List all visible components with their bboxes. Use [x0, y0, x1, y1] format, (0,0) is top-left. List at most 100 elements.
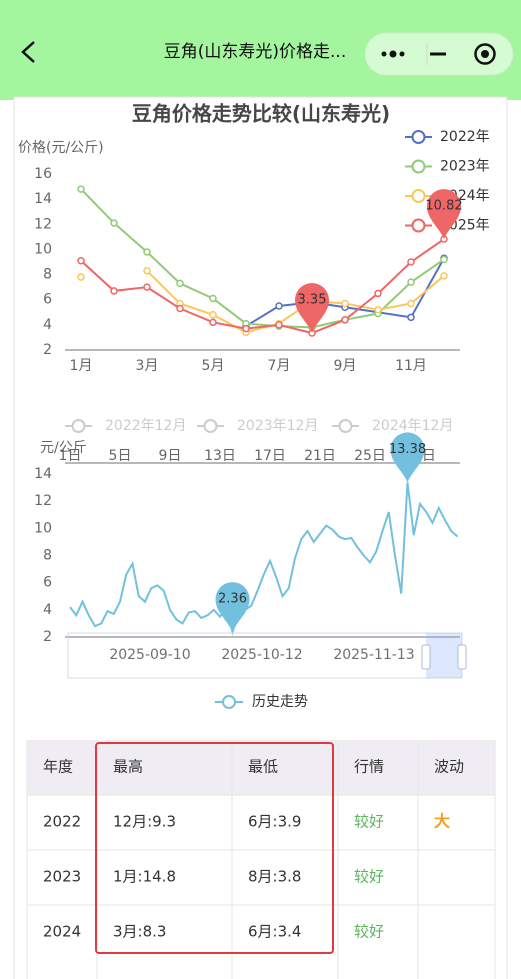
point	[176, 304, 184, 313]
legend-label: 2023年12月	[237, 418, 318, 434]
table-cell: 1月:14.8	[113, 868, 176, 886]
table-header	[27, 740, 495, 795]
table-header-cell: 最高	[113, 758, 143, 776]
mark-point-label: 13.38	[389, 442, 426, 457]
point	[407, 313, 415, 322]
legend-label: 历史走势	[252, 694, 308, 710]
x-tick-label: 25日	[354, 448, 386, 464]
table-cell: 较好	[354, 868, 384, 886]
legend-icon	[222, 695, 236, 709]
table-header-cell: 行情	[354, 758, 384, 776]
point	[209, 318, 217, 327]
point	[440, 272, 448, 280]
point	[143, 267, 151, 275]
x-tick-label: 7月	[268, 358, 291, 374]
table-cell: 6月:3.4	[248, 923, 301, 941]
x-tick-label: 17日	[254, 448, 286, 464]
mark-point-label: 10.82	[425, 199, 462, 214]
legend-label: 2022年	[440, 129, 490, 145]
legend-icon	[411, 130, 426, 144]
point	[275, 321, 283, 329]
y-tick-label: 14	[34, 191, 52, 207]
table-header-cell: 年度	[43, 758, 73, 776]
y-axis-label: 价格(元/公斤)	[18, 140, 104, 156]
series-line	[80, 238, 445, 335]
table-cell: 3月:8.3	[113, 923, 166, 941]
point	[143, 283, 151, 291]
legend-icon	[411, 218, 426, 233]
point	[209, 311, 217, 319]
table-cell: 12月:9.3	[113, 813, 176, 831]
point	[176, 279, 184, 288]
point	[77, 185, 85, 193]
point	[374, 289, 382, 298]
point	[341, 299, 349, 308]
mark-point	[215, 582, 250, 633]
table-cell: 8月:3.8	[248, 868, 301, 886]
legend-icon	[411, 189, 426, 203]
mark-point	[427, 189, 461, 240]
point	[440, 255, 448, 264]
point	[77, 256, 85, 265]
point	[341, 316, 349, 324]
table-cell: 大	[434, 812, 450, 831]
x-tick-label: 3月	[136, 358, 159, 374]
table-cell: 2023	[43, 868, 81, 886]
y-tick-label: 16	[34, 166, 52, 182]
point	[209, 294, 217, 303]
y-tick-label: 4	[43, 317, 52, 333]
y-tick-label: 2	[43, 629, 52, 645]
y-tick-label: 12	[34, 216, 52, 232]
x-tick-label: 5月	[202, 358, 225, 374]
x-tick-label: 9日	[159, 448, 182, 464]
point	[77, 273, 85, 281]
legend-label: 2024年12月	[372, 418, 453, 434]
point	[407, 299, 415, 308]
x-tick-label: 13日	[204, 448, 236, 464]
nav-title: 豆角(山东寿光)价格走...	[164, 42, 346, 62]
legend-icon	[203, 419, 218, 433]
x-tick-label: 1月	[70, 358, 93, 374]
y-tick-label: 8	[43, 267, 52, 283]
legend-icon	[411, 159, 426, 174]
chart-title: 豆角价格走势比较(山东寿光)	[132, 102, 390, 126]
mark-point	[295, 283, 329, 334]
point	[407, 258, 415, 266]
table-cell: 2022	[43, 813, 81, 831]
zoom-handle[interactable]	[421, 644, 431, 670]
zoom-label: 2025-11-13	[333, 647, 414, 663]
y-tick-label: 6	[43, 575, 52, 591]
y-tick-label: 10	[34, 520, 52, 536]
zoom-window[interactable]	[426, 633, 462, 678]
table-header-cell: 最低	[248, 758, 278, 776]
point	[110, 287, 118, 295]
table-header-cell: 波动	[434, 758, 464, 776]
point	[374, 306, 382, 314]
x-tick-label: 21日	[304, 448, 336, 464]
zoom-label: 2025-10-12	[221, 647, 302, 663]
table-cell: 较好	[354, 923, 384, 941]
legend-icon	[71, 419, 86, 433]
series-line	[69, 482, 459, 636]
table-cell: 2024	[43, 923, 81, 941]
y-tick-label: 14	[34, 466, 52, 482]
y-tick-label: 4	[43, 602, 52, 618]
series-line	[146, 270, 445, 334]
highlight-box	[95, 742, 334, 954]
legend-label: 2023年	[440, 159, 490, 175]
y-tick-label: 8	[43, 548, 52, 564]
point	[407, 278, 415, 286]
more-button[interactable]	[381, 50, 405, 58]
legend-label: 2022年12月	[105, 418, 186, 434]
point	[242, 324, 250, 333]
zoom-handle[interactable]	[457, 644, 467, 670]
mark-point	[390, 432, 425, 483]
table-cell: 6月:3.9	[248, 813, 301, 831]
x-tick-label: 9月	[334, 358, 357, 374]
close-button[interactable]	[474, 43, 496, 65]
back-button[interactable]	[21, 41, 35, 63]
y-tick-label: 10	[34, 241, 52, 257]
x-tick-label: 5日	[109, 448, 132, 464]
